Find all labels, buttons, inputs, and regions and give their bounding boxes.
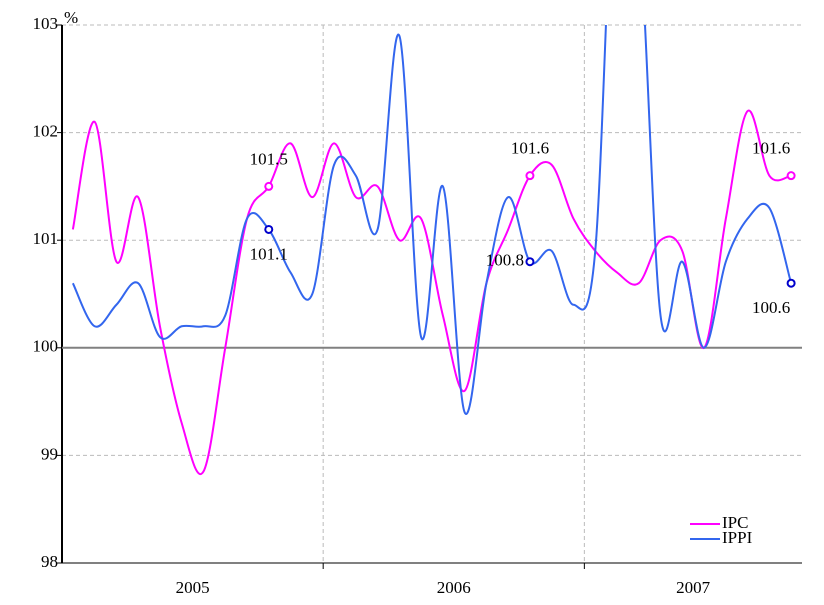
data-label: 101.5 bbox=[250, 149, 288, 168]
x-tick-label: 2006 bbox=[437, 578, 471, 597]
point-marker bbox=[264, 181, 274, 191]
data-label: 101.6 bbox=[752, 139, 790, 158]
x-tick-label: 2005 bbox=[176, 578, 210, 597]
y-tick-label: 99 bbox=[41, 444, 58, 463]
point-marker bbox=[525, 257, 535, 267]
point-marker bbox=[525, 171, 535, 181]
series-line bbox=[71, 109, 792, 475]
y-tick-label: 102 bbox=[33, 122, 59, 141]
x-tick-label: 2007 bbox=[676, 578, 711, 597]
data-label: 101.1 bbox=[250, 244, 288, 263]
y-tick-label: 100 bbox=[33, 337, 59, 356]
y-axis-label: % bbox=[64, 8, 78, 27]
point-marker bbox=[264, 224, 274, 234]
point-marker bbox=[786, 278, 796, 288]
point-marker bbox=[786, 171, 796, 181]
y-tick-label: 101 bbox=[33, 229, 59, 248]
series-line bbox=[71, 25, 793, 415]
y-tick-label: 103 bbox=[33, 14, 59, 33]
legend-label: IPC bbox=[722, 513, 748, 532]
data-label: 101.6 bbox=[511, 139, 549, 158]
data-label: 100.8 bbox=[486, 251, 524, 270]
y-tick-label: 98 bbox=[41, 552, 58, 571]
data-label: 100.6 bbox=[752, 298, 790, 317]
plot-area bbox=[71, 25, 793, 475]
legend-label: IPPI bbox=[722, 528, 753, 547]
